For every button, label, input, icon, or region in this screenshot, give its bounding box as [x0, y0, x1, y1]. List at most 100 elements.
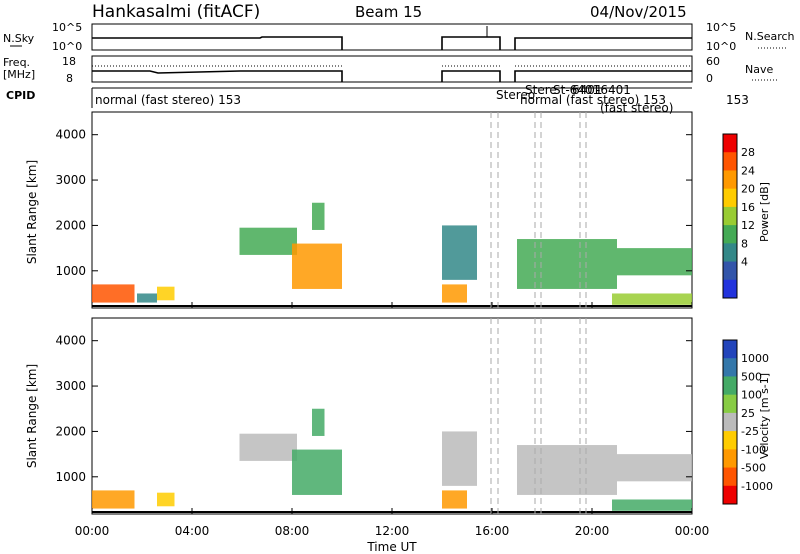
scatter-region: [442, 284, 467, 303]
cpid-text-5: -6401: [596, 83, 631, 97]
colorbar-tick-label: 1000: [741, 352, 769, 365]
colorbar-tick-label: 24: [741, 164, 755, 177]
freq-label-2: [MHz]: [3, 68, 35, 81]
nsky-label: N.Sky: [3, 32, 35, 45]
nsearch-label: N.Search: [745, 30, 795, 43]
colorbar-swatch: [723, 485, 737, 505]
colorbar-swatch: [723, 225, 737, 244]
x-tick-label: 04:00: [175, 524, 210, 538]
scatter-region: [92, 284, 135, 303]
x-tick-label: 08:00: [275, 524, 310, 538]
colorbar-tick-label: 100: [741, 389, 762, 402]
y-tick-label: 1000: [55, 470, 86, 484]
colorbar-swatch: [723, 358, 737, 377]
scatter-region: [157, 286, 175, 301]
nsearch-tick-top: 10^5: [706, 21, 736, 34]
velocity-colorbar-label: Velocity [m s-1]: [758, 373, 771, 459]
scatter-region: [612, 293, 692, 305]
x-tick-label: 12:00: [375, 524, 410, 538]
cpid-text-1: Stereo: [496, 88, 535, 102]
time-x-ticks: 00:00 04:00 08:00 12:00 16:00 20:00 00:00: [75, 302, 710, 538]
nave-label: Nave: [745, 63, 773, 76]
power-data-layer: [92, 202, 692, 305]
power-y-label: Slant Range [km]: [25, 160, 39, 264]
scatter-region: [157, 492, 175, 507]
cpid-text-6: normal (fast stereo) 153: [520, 93, 666, 107]
scatter-region: [312, 408, 325, 436]
y-tick-label: 4000: [55, 334, 86, 348]
cpid-text-2: Stere: [525, 83, 557, 97]
colorbar-tick-label: -25: [741, 425, 759, 438]
scatter-region: [312, 202, 325, 230]
colorbar-swatch: [723, 340, 737, 359]
power-colorbar: 28 24 20 16 12 8 4: [722, 133, 755, 299]
scatter-region: [239, 227, 297, 255]
date-title: 04/Nov/2015: [590, 3, 687, 21]
scatter-region: [617, 454, 692, 482]
nave-tick-bottom: 0: [706, 72, 713, 85]
colorbar-frame: [722, 339, 738, 505]
nsky-panel: [91, 23, 693, 51]
scatter-region: [292, 243, 342, 289]
scatter-region: [612, 499, 692, 511]
freq-tick-bottom: 8: [66, 72, 73, 85]
scatter-region: [517, 445, 617, 495]
power-y-ticks: 4000 3000 2000 1000: [55, 128, 692, 278]
colorbar-tick-label: 500: [741, 370, 762, 383]
time-x-label: Time UT: [366, 540, 417, 554]
velocity-mode-lines: [490, 318, 587, 514]
beam-title: Beam 15: [355, 3, 422, 21]
scatter-region: [92, 490, 135, 509]
colorbar-tick-label: 4: [741, 256, 748, 269]
colorbar-tick-label: 16: [741, 201, 755, 214]
scatter-region: [617, 248, 692, 276]
cpid-label: CPID: [6, 89, 35, 102]
colorbar-swatch: [723, 412, 737, 432]
velocity-y-label: Slant Range [km]: [25, 364, 39, 468]
y-tick-label: 2000: [55, 218, 86, 232]
colorbar-swatch: [723, 376, 737, 396]
power-mode-lines: [490, 112, 587, 308]
colorbar-tick-label: 25: [741, 407, 755, 420]
scatter-region: [442, 431, 477, 486]
y-tick-label: 1000: [55, 264, 86, 278]
colorbar-swatch: [723, 152, 737, 171]
scatter-region: [442, 490, 467, 509]
x-tick-label: 00:00: [675, 524, 710, 538]
scatter-region: [137, 293, 157, 303]
y-tick-label: 3000: [55, 173, 86, 187]
colorbar-swatch: [723, 467, 737, 487]
colorbar-swatch: [723, 188, 737, 208]
colorbar-swatch: [723, 261, 737, 281]
cpid-text-0: normal (fast stereo) 153: [95, 93, 241, 107]
scatter-region: [239, 433, 297, 461]
scatter-region: [292, 449, 342, 495]
cpid-text-4: 6401: [572, 83, 603, 97]
colorbar-swatch: [723, 394, 737, 414]
colorbar-tick-label: -500: [741, 462, 766, 475]
x-tick-label: 16:00: [475, 524, 510, 538]
station-title: Hankasalmi (fitACF): [92, 2, 260, 22]
nave-tick-top: 60: [706, 55, 720, 68]
velocity-data-layer: [92, 408, 692, 511]
velocity-colorbar: 1000 500 100 25 -25 -100 -500 -1000: [722, 339, 773, 505]
colorbar-tick-label: 12: [741, 219, 755, 232]
power-colorbar-label: Power [dB]: [758, 182, 771, 242]
cpid-text-8: 153: [726, 93, 749, 107]
velocity-y-ticks: 4000 3000 2000 1000: [55, 334, 692, 484]
colorbar-swatch: [723, 170, 737, 190]
nsky-tick-bottom: 10^0: [52, 40, 82, 53]
colorbar-tick-label: -1000: [741, 480, 773, 493]
colorbar-swatch: [723, 279, 737, 299]
colorbar-tick-label: 28: [741, 146, 755, 159]
cpid-text-3: St-6401: [553, 83, 600, 97]
nsky-trace: [92, 36, 692, 50]
colorbar-frame: [722, 133, 738, 299]
x-tick-label: 20:00: [575, 524, 610, 538]
cpid-text-7: (fast stereo): [600, 101, 673, 115]
colorbar-swatch: [723, 134, 737, 153]
y-tick-label: 2000: [55, 424, 86, 438]
colorbar-swatch: [723, 431, 737, 450]
colorbar-tick-label: -100: [741, 443, 766, 456]
